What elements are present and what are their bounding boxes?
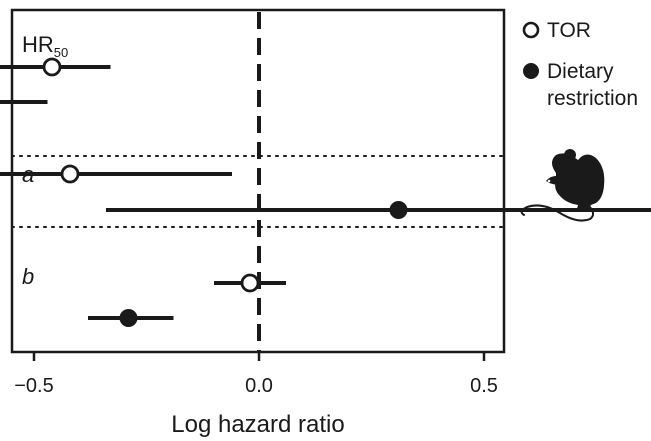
- point-estimate: [119, 309, 138, 327]
- data-marks: [0, 57, 651, 327]
- legend-label: TOR: [547, 19, 591, 42]
- panel-labels: HR50ab: [22, 32, 68, 289]
- legend-label: Dietary: [547, 60, 614, 83]
- legend-label: restriction: [547, 87, 638, 110]
- x-tick-label: 0.0: [245, 375, 273, 397]
- x-axis-label: Log hazard ratio: [171, 411, 344, 438]
- point-estimate: [42, 57, 62, 77]
- x-tick-label: 0.5: [470, 375, 498, 397]
- point-estimate: [240, 273, 260, 293]
- mouse-icon: [520, 149, 605, 222]
- x-axis: −1.0−0.50.00.51.0: [14, 352, 498, 397]
- legend: TOR Dietary restriction: [522, 19, 638, 110]
- point-estimate: [60, 164, 80, 184]
- panel-dividers: [11, 155, 505, 228]
- point-estimate: [389, 201, 408, 219]
- legend-marker-filled: [523, 63, 539, 79]
- x-tick-label: −0.5: [14, 375, 53, 397]
- legend-marker-open: [522, 21, 540, 39]
- panel-label: b: [22, 264, 34, 289]
- panel-label: HR50: [22, 32, 68, 60]
